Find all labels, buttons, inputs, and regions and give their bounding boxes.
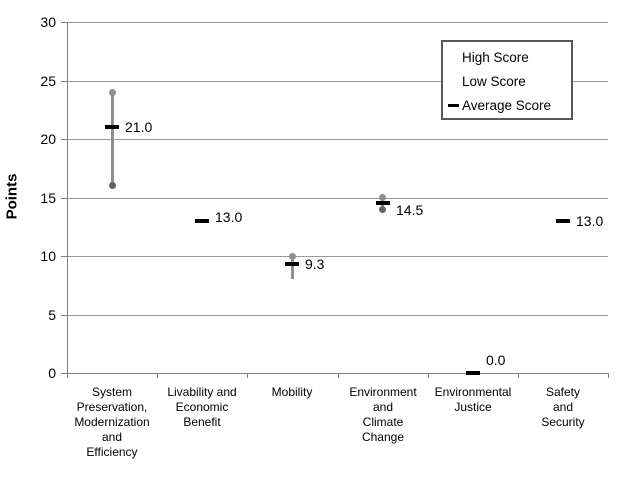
range-line bbox=[111, 92, 114, 186]
category-label: Environmental Justice bbox=[434, 385, 512, 414]
y-tick-label: 25 bbox=[40, 73, 56, 89]
gridline bbox=[67, 139, 608, 140]
value-label: 0.0 bbox=[486, 352, 506, 368]
x-tick bbox=[338, 373, 339, 378]
legend-item: High Score bbox=[448, 45, 571, 69]
x-tick bbox=[608, 373, 609, 378]
value-label: 14.5 bbox=[396, 202, 424, 218]
gridline bbox=[67, 198, 608, 199]
range-line bbox=[291, 256, 294, 279]
y-tick bbox=[61, 315, 67, 316]
category-label: Livability and Economic Benefit bbox=[167, 385, 237, 429]
legend-item: Average Score bbox=[448, 93, 571, 117]
gridline bbox=[67, 256, 608, 257]
y-tick bbox=[61, 256, 67, 257]
value-label: 13.0 bbox=[576, 213, 604, 229]
y-tick-label: 15 bbox=[40, 190, 56, 206]
y-tick bbox=[61, 81, 67, 82]
average-score-dash bbox=[195, 219, 209, 223]
gridline bbox=[67, 81, 608, 82]
legend-item: Low Score bbox=[448, 69, 571, 93]
y-tick-label: 30 bbox=[40, 14, 56, 30]
x-tick bbox=[428, 373, 429, 378]
value-label: 21.0 bbox=[125, 119, 153, 135]
y-tick-label: 5 bbox=[48, 307, 56, 323]
low-score-dot bbox=[109, 182, 116, 189]
x-axis-line bbox=[61, 373, 608, 374]
category-label: Safety and Security bbox=[541, 385, 585, 429]
x-tick bbox=[67, 373, 68, 378]
category-label: System Preservation, Modernization and E… bbox=[74, 385, 150, 459]
average-score-dash-icon bbox=[448, 103, 462, 107]
y-tick bbox=[61, 22, 67, 23]
legend-label: Average Score bbox=[462, 97, 552, 113]
x-tick bbox=[247, 373, 248, 378]
value-label: 13.0 bbox=[215, 209, 243, 225]
high-score-dot bbox=[109, 89, 116, 96]
low-score-dot bbox=[379, 206, 386, 213]
y-tick bbox=[61, 139, 67, 140]
x-tick bbox=[518, 373, 519, 378]
gridline bbox=[67, 22, 608, 23]
category-label: Mobility bbox=[271, 385, 313, 399]
average-score-dash bbox=[285, 262, 299, 266]
legend-label: High Score bbox=[462, 49, 529, 65]
y-tick-label: 10 bbox=[40, 248, 56, 264]
y-axis-line bbox=[67, 22, 68, 378]
y-tick-label: 20 bbox=[40, 131, 56, 147]
gridline bbox=[67, 315, 608, 316]
legend: High Score Low Score Average Score bbox=[441, 40, 573, 120]
value-label: 9.3 bbox=[305, 256, 325, 272]
y-tick-label: 0 bbox=[48, 365, 56, 381]
dash-icon bbox=[448, 103, 459, 107]
high-score-dot bbox=[289, 253, 296, 260]
average-score-dash bbox=[556, 219, 570, 223]
legend-label: Low Score bbox=[462, 73, 526, 89]
high-score-dot bbox=[379, 194, 386, 201]
category-label: Environment and Climate Change bbox=[349, 385, 417, 444]
average-score-dash bbox=[105, 125, 119, 129]
average-score-dash bbox=[376, 201, 390, 205]
y-tick bbox=[61, 198, 67, 199]
average-score-dash bbox=[466, 371, 480, 375]
x-tick bbox=[157, 373, 158, 378]
